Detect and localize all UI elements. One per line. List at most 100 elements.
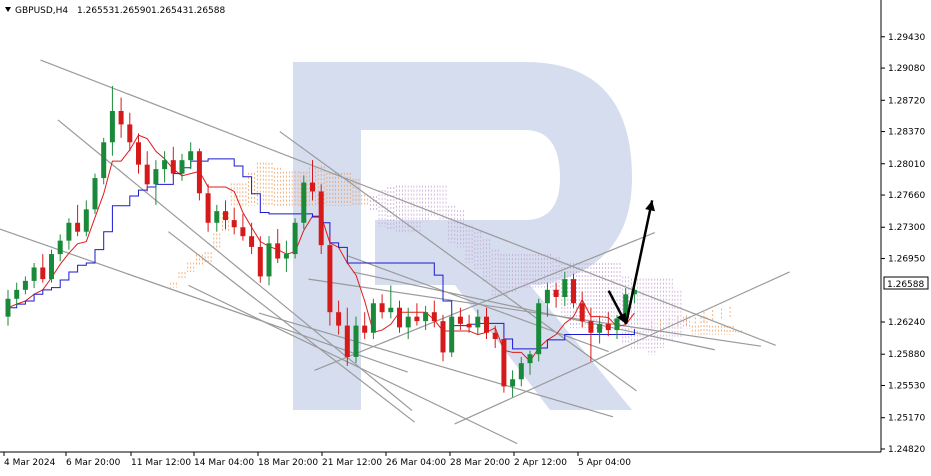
bullish-candle bbox=[597, 323, 603, 333]
bullish-candle bbox=[162, 160, 168, 170]
bullish-candle bbox=[562, 279, 568, 297]
bearish-candle bbox=[327, 245, 333, 313]
bullish-candle bbox=[405, 316, 411, 328]
bullish-candle bbox=[179, 160, 185, 174]
trendline bbox=[279, 131, 637, 392]
kijun-line bbox=[8, 158, 635, 350]
bullish-candle bbox=[631, 289, 637, 295]
trendline bbox=[308, 278, 761, 347]
trendline bbox=[454, 271, 790, 425]
forecast-arrows-layer bbox=[607, 200, 655, 325]
x-tick-label: 4 Mar 2024 bbox=[4, 458, 56, 468]
bearish-candle bbox=[501, 339, 507, 387]
x-tick-label: 2 Apr 12:00 bbox=[514, 458, 567, 468]
y-tick-label: 1.24820 bbox=[888, 445, 925, 455]
symbol-label: GBPUSD,H4 bbox=[15, 6, 68, 16]
bearish-candle bbox=[318, 191, 324, 246]
dropdown-triangle-icon bbox=[5, 7, 11, 12]
open-value: 1.26553 bbox=[77, 6, 114, 16]
y-tick-label: 1.25170 bbox=[888, 414, 925, 424]
close-value: 1.26588 bbox=[188, 6, 225, 16]
bearish-candle bbox=[144, 164, 150, 185]
bullish-candle bbox=[266, 243, 272, 277]
chart-header: GBPUSD,H4 1.26553 1.26590 1.26543 1.2658… bbox=[5, 6, 225, 16]
bearish-candle bbox=[397, 307, 402, 328]
y-tick-label: 1.26950 bbox=[888, 255, 925, 265]
bearish-candle bbox=[588, 321, 594, 333]
y-tick-label: 1.25530 bbox=[888, 382, 925, 392]
bearish-candle bbox=[196, 151, 202, 194]
bearish-candle bbox=[275, 243, 281, 259]
y-tick-label: 1.27660 bbox=[888, 191, 925, 201]
y-tick-label: 1.25880 bbox=[888, 350, 925, 360]
y-tick-label: 1.29080 bbox=[888, 64, 925, 74]
bullish-candle bbox=[92, 178, 98, 210]
bearish-candle bbox=[257, 246, 263, 277]
bullish-candle bbox=[527, 354, 533, 364]
x-tick-label: 28 Mar 20:00 bbox=[450, 458, 510, 468]
bearish-candle bbox=[310, 182, 315, 192]
trendlines-layer bbox=[0, 59, 790, 445]
bullish-candle bbox=[283, 254, 289, 259]
candles-layer bbox=[5, 85, 637, 398]
bullish-candle bbox=[518, 363, 524, 380]
bearish-candle bbox=[40, 267, 46, 280]
y-tick-label: 1.28720 bbox=[888, 96, 925, 106]
trendline bbox=[314, 232, 655, 371]
bullish-candle bbox=[423, 312, 429, 322]
trendline bbox=[57, 119, 413, 412]
forecast-arrow-line bbox=[624, 200, 654, 325]
bearish-candle bbox=[205, 193, 211, 223]
bearish-candle bbox=[457, 316, 463, 324]
bullish-candle bbox=[614, 318, 620, 331]
bearish-candle bbox=[414, 316, 420, 322]
x-tick-label: 14 Mar 04:00 bbox=[194, 458, 254, 468]
bullish-candle bbox=[544, 289, 550, 304]
bullish-candle bbox=[353, 325, 359, 357]
bearish-candle bbox=[223, 211, 228, 221]
ichimoku-cloud-layer bbox=[169, 162, 743, 356]
current-price-tag: 1.26588 bbox=[883, 276, 929, 290]
bearish-candle bbox=[466, 323, 472, 328]
bearish-candle bbox=[379, 303, 385, 313]
bullish-candle bbox=[449, 316, 455, 353]
bearish-candle bbox=[553, 289, 559, 297]
bullish-candle bbox=[370, 303, 376, 333]
bullish-candle bbox=[101, 142, 107, 179]
bullish-candle bbox=[66, 222, 72, 241]
bearish-candle bbox=[605, 323, 611, 331]
bullish-candle bbox=[83, 209, 89, 232]
y-tick-label: 1.27300 bbox=[888, 223, 925, 233]
bearish-candle bbox=[75, 222, 81, 232]
forecast-arrow-head bbox=[645, 200, 655, 212]
trendline bbox=[258, 312, 614, 418]
high-value: 1.26590 bbox=[114, 6, 151, 16]
x-tick-label: 11 Mar 12:00 bbox=[131, 458, 191, 468]
x-tick-label: 26 Mar 04:00 bbox=[386, 458, 446, 468]
y-tick-label: 1.28010 bbox=[888, 160, 925, 170]
bullish-candle bbox=[292, 222, 298, 255]
bearish-candle bbox=[579, 303, 585, 322]
x-tick-label: 6 Mar 20:00 bbox=[66, 458, 121, 468]
bullish-candle bbox=[49, 254, 54, 280]
bullish-candle bbox=[153, 169, 159, 185]
bullish-candle bbox=[5, 298, 11, 317]
bearish-candle bbox=[127, 124, 133, 143]
bearish-candle bbox=[484, 316, 489, 333]
bullish-candle bbox=[536, 303, 542, 355]
bearish-candle bbox=[492, 332, 498, 340]
bullish-candle bbox=[14, 289, 20, 299]
bearish-candle bbox=[362, 325, 368, 333]
trendline bbox=[352, 271, 715, 351]
bullish-candle bbox=[214, 211, 220, 223]
bearish-candle bbox=[571, 279, 576, 304]
bearish-candle bbox=[344, 325, 350, 357]
bullish-candle bbox=[22, 280, 28, 290]
bullish-candle bbox=[31, 267, 37, 281]
trendline bbox=[40, 59, 776, 346]
x-tick-label: 5 Apr 04:00 bbox=[578, 458, 631, 468]
y-tick-label: 1.26240 bbox=[888, 318, 925, 328]
bearish-candle bbox=[136, 142, 141, 165]
